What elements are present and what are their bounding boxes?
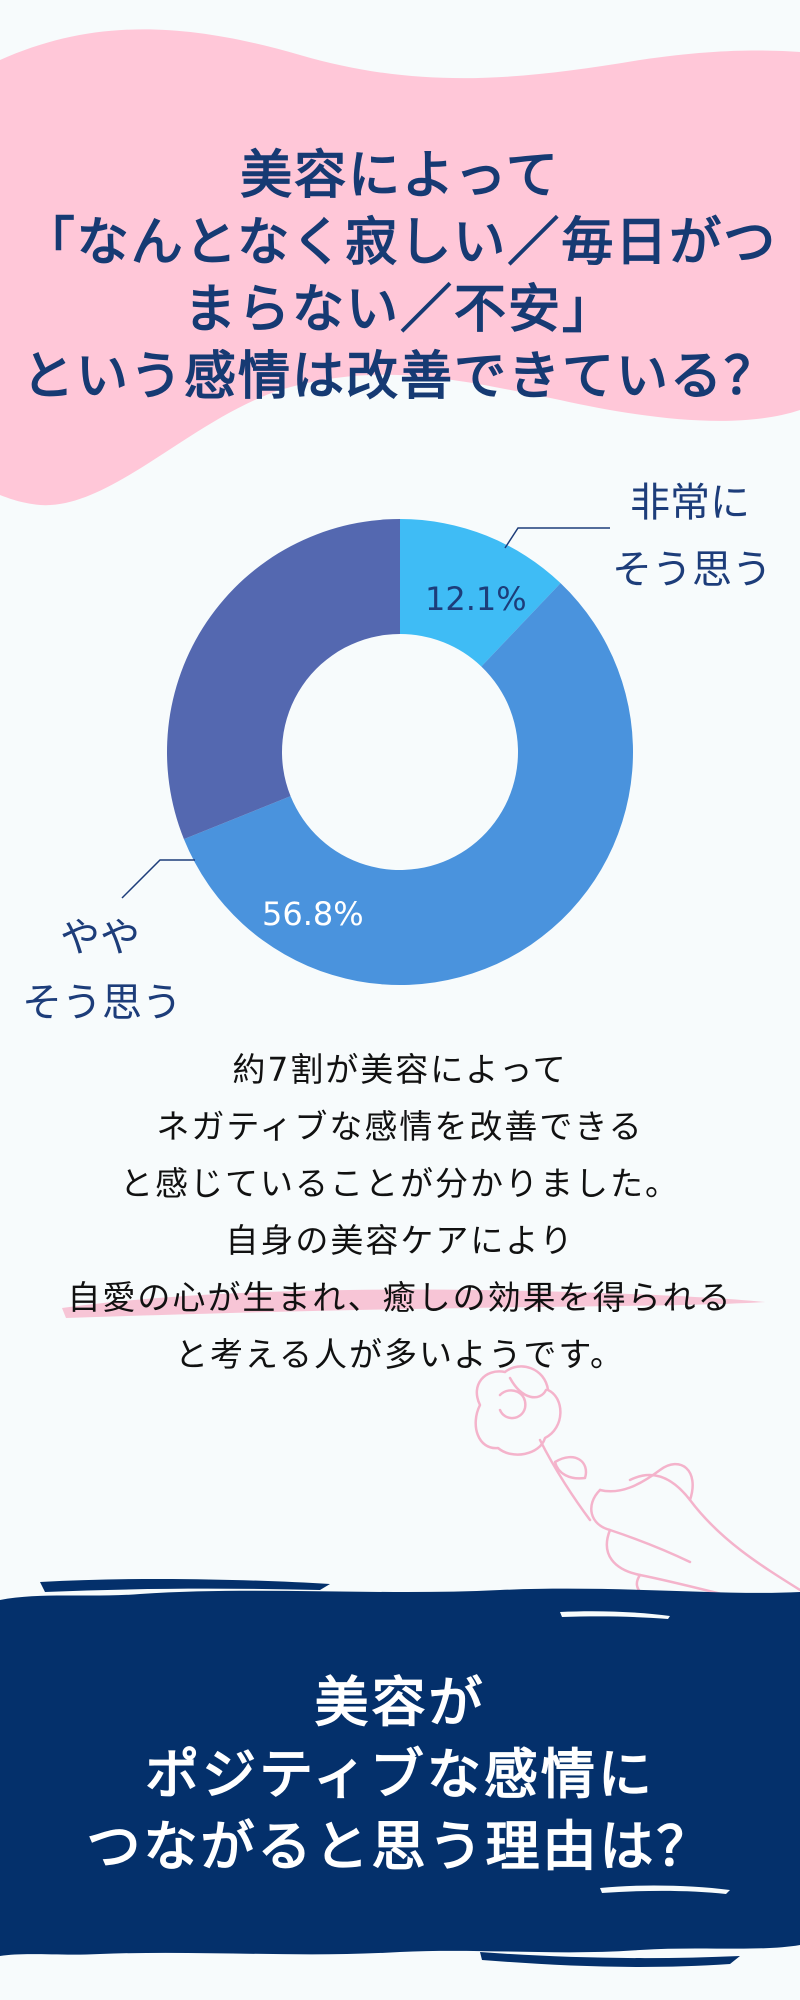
leader-line-very — [504, 527, 610, 549]
banner-brush-gap-2 — [600, 1885, 730, 1894]
leader-line-somewhat — [121, 859, 195, 899]
legend-label-very-line2: そう思う — [612, 547, 772, 593]
donut-chart — [121, 519, 633, 985]
flower-hand-illustration — [474, 1365, 800, 1614]
banner-brush — [0, 1588, 800, 1956]
banner-brush-streak-2 — [480, 1952, 740, 1967]
title-line-3: まらない／不安」 — [183, 280, 616, 340]
banner-line-3: つながると思う理由は？ — [86, 1815, 714, 1878]
legend-label-somewhat-line1: やや — [60, 915, 140, 961]
title-line-2: 「なんとなく寂しい／毎日がつ — [22, 213, 778, 273]
legend-label-somewhat-line2: そう思う — [22, 980, 182, 1026]
banner-line-1: 美容が — [314, 1671, 486, 1734]
banner-brush-gap-1 — [560, 1611, 670, 1619]
data-label-somewhat: 56.8% — [262, 895, 364, 933]
title-line-4: という感情は改善できている？ — [21, 347, 778, 407]
data-label-very: 12.1% — [425, 580, 527, 618]
banner-brush-streak-1 — [40, 1578, 330, 1592]
summary-line-3: と感じていることが分かりました。 — [120, 1164, 680, 1203]
donut-segment-very — [400, 519, 561, 667]
title-line-1: 美容によって — [240, 146, 560, 206]
summary-line-2: ネガティブな感情を改善できる — [156, 1107, 644, 1146]
summary-line-5: 自愛の心が生まれ、癒しの効果を得られる — [67, 1278, 733, 1317]
banner-line-2: ポジティブな感情に — [145, 1743, 655, 1806]
summary-line-6: と考える人が多いようです。 — [174, 1335, 626, 1374]
donut-segment-somewhat — [183, 583, 633, 985]
legend-label-very-line1: 非常に — [630, 480, 750, 526]
donut-segment-other — [166, 519, 400, 840]
header-blob — [0, 29, 800, 506]
text-highlight-stroke — [62, 1289, 765, 1318]
summary-line-4: 自身の美容ケアにより — [225, 1221, 575, 1260]
summary-line-1: 約7割が美容によって — [232, 1050, 568, 1089]
